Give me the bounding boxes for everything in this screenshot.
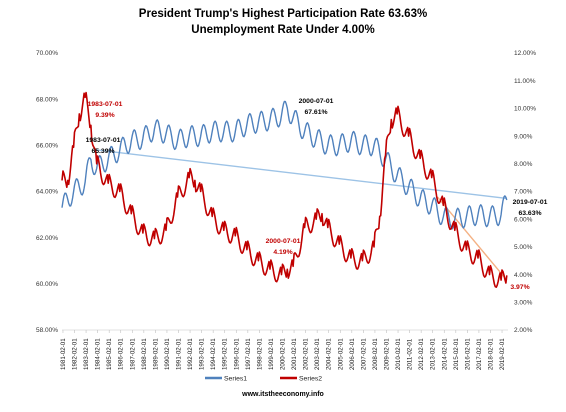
annotation-label: 2019-07-01 <box>513 199 548 206</box>
footer-source: www.itstheeconomy.info <box>241 391 324 398</box>
x-tick-label: 1997-02-01 <box>245 338 252 370</box>
x-tick-label: 2011-02-01 <box>407 338 414 370</box>
x-tick-label: 1985-02-01 <box>106 338 113 370</box>
y-axis-left: 58.00% 60.00% 62.00% 64.00% 66.00% 68.00% 70.0… <box>36 50 58 334</box>
annotation-label: 3.97% <box>510 284 529 291</box>
annotation-label: 1983-07-01 <box>86 137 121 144</box>
y-right-tick-label: 10.00% <box>514 106 536 113</box>
annotation-label: 4.19% <box>273 249 292 256</box>
x-tick-label: 1992-02-01 <box>187 338 194 370</box>
x-tick-label: 2003-02-01 <box>314 338 321 370</box>
x-tick-label: 1983-02-01 <box>83 338 90 370</box>
x-tick-label: 2010-02-01 <box>395 338 402 370</box>
chart-subtitle: Unemployment Rate Under 4.00% <box>191 24 374 36</box>
y-left-tick-label: 58.00% <box>36 327 58 334</box>
x-tick-label: 2009-02-01 <box>383 338 390 370</box>
y-right-tick-label: 5.00% <box>514 244 533 251</box>
annotation-label: 1983-07-01 <box>88 101 123 108</box>
annotation-label: 63.63% <box>518 210 541 217</box>
y-left-tick-label: 64.00% <box>36 189 58 196</box>
x-tick-label: 2013-02-01 <box>430 338 437 370</box>
annotation-label: 9.39% <box>95 112 114 119</box>
x-tick-label: 2005-02-01 <box>337 338 344 370</box>
x-tick-label: 1996-02-01 <box>233 338 240 370</box>
y-right-tick-label: 2.00% <box>514 327 533 334</box>
x-tick-label: 1991-02-01 <box>176 338 183 370</box>
x-tick-label: 2008-02-01 <box>372 338 379 370</box>
x-tick-label: 2000-02-01 <box>279 338 286 370</box>
x-tick-label: 1990-02-01 <box>164 338 171 370</box>
x-tick-label: 2019-02-01 <box>499 338 506 370</box>
x-tick-label: 2014-02-01 <box>441 338 448 370</box>
y-right-tick-label: 11.00% <box>514 78 536 85</box>
x-tick-label: 1982-02-01 <box>72 338 79 370</box>
series-line-series1 <box>61 100 508 230</box>
x-tick-label: 1995-02-01 <box>222 338 229 370</box>
trendline-2 <box>436 196 508 281</box>
x-tick-label: 1981-02-01 <box>60 338 67 370</box>
y-left-tick-label: 66.00% <box>36 143 58 150</box>
y-right-tick-label: 9.00% <box>514 133 533 140</box>
x-tick-label: 2018-02-01 <box>487 338 494 370</box>
x-tick-label: 1994-02-01 <box>210 338 217 370</box>
x-tick-label: 2004-02-01 <box>326 338 333 370</box>
y-right-tick-label: 3.00% <box>514 300 533 307</box>
annotation-label: 2000-07-01 <box>299 98 334 105</box>
x-tick-label: 1986-02-01 <box>118 338 125 370</box>
x-tick-label: 2001-02-01 <box>291 338 298 370</box>
series-lines <box>61 91 508 288</box>
annotations: 1983-07-01 9.39% 1983-07-01 65.39% 2000-07-0… <box>86 98 548 291</box>
x-tick-label: 2002-02-01 <box>303 338 310 370</box>
y-left-tick-label: 60.00% <box>36 281 58 288</box>
x-tick-label: 1998-02-01 <box>256 338 263 370</box>
y-right-tick-label: 6.00% <box>514 216 533 223</box>
y-right-tick-label: 7.00% <box>514 189 533 196</box>
x-axis: 1981-02-01 1982-02-01 1983-02-01 1984-02-01… <box>60 330 506 370</box>
x-tick-label: 1999-02-01 <box>268 338 275 370</box>
x-tick-label: 2012-02-01 <box>418 338 425 370</box>
y-right-tick-label: 12.00% <box>514 50 536 57</box>
y-left-tick-label: 62.00% <box>36 235 58 242</box>
y-axis-right: 2.00% 3.00% 4.00% 5.00% 6.00% 7.00% 8.00% 9.00%… <box>514 50 536 334</box>
legend-label-series2: Series2 <box>299 376 322 383</box>
x-tick-label: 2017-02-01 <box>476 338 483 370</box>
y-left-tick-label: 70.00% <box>36 50 58 57</box>
series-line-series2 <box>61 91 508 288</box>
x-tick-label: 1993-02-01 <box>199 338 206 370</box>
legend: Series1 Series2 <box>205 376 322 383</box>
x-tick-label: 2015-02-01 <box>453 338 460 370</box>
x-tick-label: 1987-02-01 <box>129 338 136 370</box>
trendlines <box>96 149 508 281</box>
x-tick-label: 1988-02-01 <box>141 338 148 370</box>
annotation-label: 67.61% <box>304 109 327 116</box>
annotation-label: 65.39% <box>91 148 114 155</box>
x-tick-label: 1989-02-01 <box>152 338 159 370</box>
x-tick-label: 2016-02-01 <box>464 338 471 370</box>
annotation-label: 2000-07-01 <box>266 238 301 245</box>
y-right-tick-label: 8.00% <box>514 161 533 168</box>
x-tick-label: 2007-02-01 <box>360 338 367 370</box>
trendline-1 <box>96 149 507 200</box>
y-right-tick-label: 4.00% <box>514 272 533 279</box>
legend-label-series1: Series1 <box>224 376 247 383</box>
x-tick-label: 2006-02-01 <box>349 338 356 370</box>
x-tick-label: 1984-02-01 <box>95 338 102 370</box>
y-left-tick-label: 68.00% <box>36 96 58 103</box>
chart-title: President Trump's Highest Participation … <box>139 8 427 20</box>
